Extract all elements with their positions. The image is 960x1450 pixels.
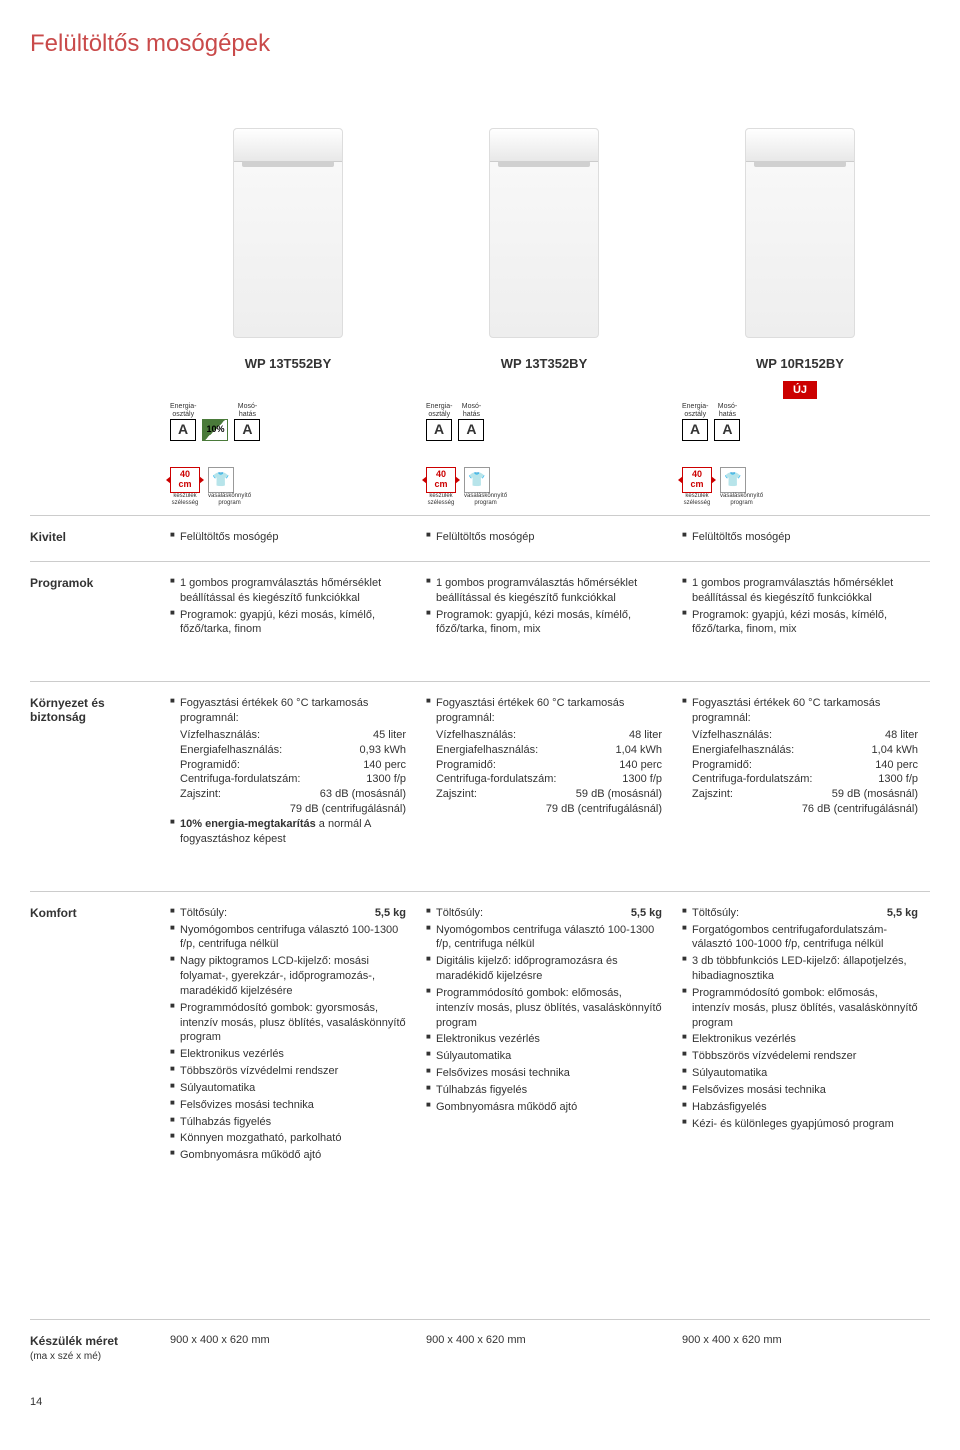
product-image bbox=[489, 128, 599, 338]
load-weight: Töltősúly:5,5 kg bbox=[170, 906, 406, 921]
label-kornyezet: Környezet és biztonság bbox=[30, 682, 160, 862]
program-item: 1 gombos programválasztás hőmérséklet be… bbox=[170, 576, 406, 606]
kivitel-item: Felültöltős mosógép bbox=[170, 530, 406, 545]
width-40cm-icon: 40cm bbox=[682, 467, 712, 493]
label-kivitel: Kivitel bbox=[30, 516, 160, 561]
model-name: WP 13T552BY bbox=[170, 338, 406, 381]
kivitel-item: Felültöltős mosógép bbox=[426, 530, 662, 545]
program-item: 1 gombos programválasztás hőmérséklet be… bbox=[682, 576, 918, 606]
consumption-row: Zajszint:63 dB (mosásnál) bbox=[170, 787, 406, 802]
comfort-item: Habzásfigyelés bbox=[682, 1100, 918, 1115]
comfort-item: Nyomógombos centrifuga választó 100-1300… bbox=[426, 923, 662, 953]
energy-class-badge: A bbox=[682, 419, 708, 441]
comfort-item: 3 db többfunkciós LED-kijelző: állapotje… bbox=[682, 954, 918, 984]
iron-program-icon: 👕 bbox=[720, 467, 746, 493]
program-item: Programok: gyapjú, kézi mosás, kímélő, f… bbox=[426, 608, 662, 638]
label-komfort: Komfort bbox=[30, 892, 160, 1180]
page-title: Felültöltős mosógépek bbox=[30, 30, 930, 58]
program-item: Programok: gyapjú, kézi mosás, kímélő, f… bbox=[682, 608, 918, 638]
consumption-row: 79 dB (centrifugálásnál) bbox=[426, 802, 662, 817]
comfort-item: Kézi- és különleges gyapjúmosó program bbox=[682, 1117, 918, 1132]
comfort-item: Súlyautomatika bbox=[426, 1049, 662, 1064]
width-40cm-icon: 40cm bbox=[426, 467, 456, 493]
row-kornyezet: Környezet és biztonság Fogyasztási érték… bbox=[30, 681, 930, 862]
load-weight: Töltősúly:5,5 kg bbox=[426, 906, 662, 921]
consumption-header: Fogyasztási értékek 60 °C tarkamosás pro… bbox=[170, 696, 406, 726]
comfort-item: Túlhabzás figyelés bbox=[170, 1115, 406, 1130]
consumption-row: Vízfelhasználás:48 liter bbox=[682, 728, 918, 743]
product-image bbox=[233, 128, 343, 338]
consumption-row: Energiafelhasználás:1,04 kWh bbox=[426, 743, 662, 758]
consumption-row: Centrifuga-fordulatszám:1300 f/p bbox=[426, 772, 662, 787]
comfort-item: Gombnyomásra működő ajtó bbox=[170, 1148, 406, 1163]
width-40cm-icon: 40cm bbox=[170, 467, 200, 493]
consumption-row: Vízfelhasználás:48 liter bbox=[426, 728, 662, 743]
label-meret: Készülék méret bbox=[30, 1334, 118, 1348]
wash-class-badge: A bbox=[234, 419, 260, 441]
consumption-header: Fogyasztási értékek 60 °C tarkamosás pro… bbox=[682, 696, 918, 726]
comfort-item: Digitális kijelző: időprogramozásra és m… bbox=[426, 954, 662, 984]
model-name: WP 10R152BY bbox=[682, 338, 918, 381]
kivitel-item: Felültöltős mosógép bbox=[682, 530, 918, 545]
consumption-row: Energiafelhasználás:0,93 kWh bbox=[170, 743, 406, 758]
program-item: 1 gombos programválasztás hőmérséklet be… bbox=[426, 576, 662, 606]
consumption-header: Fogyasztási értékek 60 °C tarkamosás pro… bbox=[426, 696, 662, 726]
iron-program-icon: 👕 bbox=[464, 467, 490, 493]
consumption-row: Energiafelhasználás:1,04 kWh bbox=[682, 743, 918, 758]
consumption-row: Zajszint:59 dB (mosásnál) bbox=[426, 787, 662, 802]
consumption-row: Centrifuga-fordulatszám:1300 f/p bbox=[170, 772, 406, 787]
consumption-row: Zajszint:59 dB (mosásnál) bbox=[682, 787, 918, 802]
comfort-item: Programmódosító gombok: gyorsmosás, inte… bbox=[170, 1001, 406, 1046]
consumption-row: 79 dB (centrifugálásnál) bbox=[170, 802, 406, 817]
label-meret-sub: (ma x szé x mé) bbox=[30, 1351, 101, 1362]
consumption-note: 10% energia-megtakarítás a normál A fogy… bbox=[170, 817, 406, 847]
consumption-row: Centrifuga-fordulatszám:1300 f/p bbox=[682, 772, 918, 787]
wash-class-badge: A bbox=[458, 419, 484, 441]
comfort-item: Nagy piktogramos LCD-kijelző: mosási fol… bbox=[170, 954, 406, 999]
comfort-item: Elektronikus vezérlés bbox=[426, 1032, 662, 1047]
comfort-item: Súlyautomatika bbox=[682, 1066, 918, 1081]
comfort-item: Felsővizes mosási technika bbox=[682, 1083, 918, 1098]
wash-class-badge: A bbox=[714, 419, 740, 441]
row-komfort: Komfort Töltősúly:5,5 kg Nyomógombos cent… bbox=[30, 891, 930, 1180]
iron-program-icon: 👕 bbox=[208, 467, 234, 493]
comfort-item: Nyomógombos centrifuga választó 100-1300… bbox=[170, 923, 406, 953]
energy-class-badge: A bbox=[426, 419, 452, 441]
comfort-item: Felsővizes mosási technika bbox=[170, 1098, 406, 1113]
load-weight: Töltősúly:5,5 kg bbox=[682, 906, 918, 921]
energy-class-badge: A bbox=[170, 419, 196, 441]
consumption-row: Vízfelhasználás:45 liter bbox=[170, 728, 406, 743]
consumption-row: Programidő:140 perc bbox=[170, 758, 406, 773]
comfort-item: Többszörös vízvédelmi rendszer bbox=[170, 1064, 406, 1079]
comfort-item: Gombnyomásra működő ajtó bbox=[426, 1100, 662, 1115]
dimensions: 900 x 400 x 620 mm bbox=[682, 1334, 918, 1346]
consumption-row: Programidő:140 perc bbox=[682, 758, 918, 773]
savings-badge: 10% bbox=[202, 419, 228, 441]
product-image bbox=[745, 128, 855, 338]
dimensions: 900 x 400 x 620 mm bbox=[170, 1334, 406, 1346]
comfort-item: Forgatógombos centrifugafordulatszám-vál… bbox=[682, 923, 918, 953]
comfort-item: Felsővizes mosási technika bbox=[426, 1066, 662, 1081]
model-name: WP 13T352BY bbox=[426, 338, 662, 381]
dimensions: 900 x 400 x 620 mm bbox=[426, 1334, 662, 1346]
comfort-item: Programmódosító gombok: előmosás, intenz… bbox=[426, 986, 662, 1031]
comfort-item: Elektronikus vezérlés bbox=[682, 1032, 918, 1047]
row-programok: Programok 1 gombos programválasztás hőmé… bbox=[30, 561, 930, 653]
row-meret: Készülék méret (ma x szé x mé) 900 x 400… bbox=[30, 1319, 930, 1376]
comfort-item: Elektronikus vezérlés bbox=[170, 1047, 406, 1062]
consumption-row: 76 dB (centrifugálásnál) bbox=[682, 802, 918, 817]
label-programok: Programok bbox=[30, 562, 160, 653]
program-item: Programok: gyapjú, kézi mosás, kímélő, f… bbox=[170, 608, 406, 638]
page-number: 14 bbox=[30, 1396, 930, 1408]
row-kivitel: Kivitel Felültöltős mosógép Felültöltős m… bbox=[30, 515, 930, 561]
comfort-item: Programmódosító gombok: előmosás, intenz… bbox=[682, 986, 918, 1031]
new-badge: ÚJ bbox=[783, 381, 817, 399]
comfort-item: Súlyautomatika bbox=[170, 1081, 406, 1096]
comfort-item: Könnyen mozgatható, parkolható bbox=[170, 1131, 406, 1146]
comfort-item: Túlhabzás figyelés bbox=[426, 1083, 662, 1098]
product-header: WP 13T552BYEnergia-osztályA10%Mosó-hatás… bbox=[30, 88, 930, 515]
comfort-item: Többszörös vízvédelemi rendszer bbox=[682, 1049, 918, 1064]
consumption-row: Programidő:140 perc bbox=[426, 758, 662, 773]
